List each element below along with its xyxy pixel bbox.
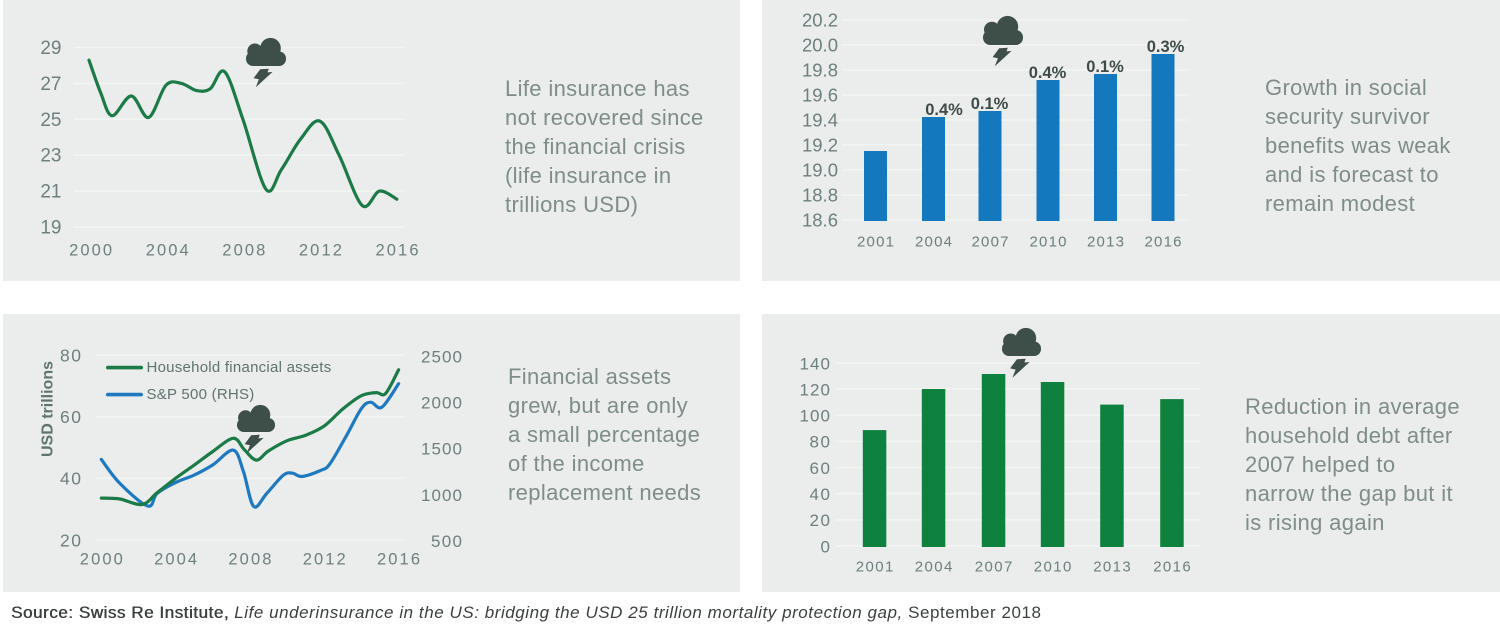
- svg-text:29: 29: [40, 38, 61, 59]
- svg-text:2016: 2016: [1145, 234, 1182, 251]
- svg-text:2000: 2000: [421, 394, 462, 413]
- svg-text:2013: 2013: [1087, 234, 1124, 251]
- svg-text:18.8: 18.8: [802, 185, 838, 206]
- svg-text:2004: 2004: [915, 234, 952, 251]
- svg-text:80: 80: [810, 433, 831, 452]
- svg-text:80: 80: [60, 345, 81, 365]
- svg-text:1000: 1000: [421, 486, 462, 505]
- svg-text:2007: 2007: [972, 234, 1009, 251]
- svg-text:USD trillions: USD trillions: [40, 361, 57, 457]
- svg-text:2016: 2016: [1153, 559, 1191, 576]
- svg-text:19: 19: [40, 218, 61, 239]
- svg-text:60: 60: [810, 459, 831, 478]
- svg-text:19.6: 19.6: [802, 85, 838, 106]
- svg-text:2013: 2013: [1093, 559, 1131, 576]
- svg-text:40: 40: [810, 485, 831, 504]
- svg-text:19.0: 19.0: [802, 160, 838, 181]
- svg-text:100: 100: [800, 407, 831, 426]
- svg-text:0.3%: 0.3%: [1147, 38, 1185, 56]
- svg-text:20: 20: [60, 530, 81, 550]
- svg-text:0.4%: 0.4%: [1029, 64, 1067, 82]
- svg-text:2004: 2004: [915, 559, 953, 576]
- svg-text:500: 500: [431, 532, 462, 551]
- svg-text:140: 140: [800, 354, 831, 373]
- svg-text:2010: 2010: [1034, 559, 1072, 576]
- svg-text:23: 23: [40, 146, 61, 167]
- svg-text:27: 27: [40, 74, 61, 95]
- svg-text:19.2: 19.2: [802, 135, 838, 156]
- svg-text:19.4: 19.4: [802, 110, 838, 131]
- svg-text:0: 0: [821, 537, 830, 556]
- svg-text:2010: 2010: [1030, 234, 1067, 251]
- svg-text:0.1%: 0.1%: [1086, 58, 1124, 76]
- svg-text:2001: 2001: [856, 559, 894, 576]
- svg-text:18.6: 18.6: [802, 210, 838, 231]
- svg-text:Household financial assets: Household financial assets: [147, 359, 332, 376]
- svg-text:60: 60: [60, 407, 81, 427]
- svg-text:2001: 2001: [857, 234, 894, 251]
- svg-text:20: 20: [810, 511, 831, 530]
- svg-text:25: 25: [40, 110, 61, 131]
- svg-text:0.1%: 0.1%: [971, 95, 1009, 113]
- svg-text:20.2: 20.2: [802, 10, 838, 31]
- svg-text:21: 21: [40, 182, 61, 203]
- svg-text:1500: 1500: [421, 440, 462, 459]
- svg-text:40: 40: [60, 469, 81, 489]
- svg-text:2007: 2007: [975, 559, 1013, 576]
- svg-text:120: 120: [800, 380, 831, 399]
- svg-text:S&P 500 (RHS): S&P 500 (RHS): [147, 386, 255, 403]
- svg-text:19.8: 19.8: [802, 60, 838, 81]
- svg-text:2500: 2500: [421, 347, 462, 366]
- svg-text:20.0: 20.0: [802, 35, 838, 56]
- svg-text:0.4%: 0.4%: [925, 101, 963, 119]
